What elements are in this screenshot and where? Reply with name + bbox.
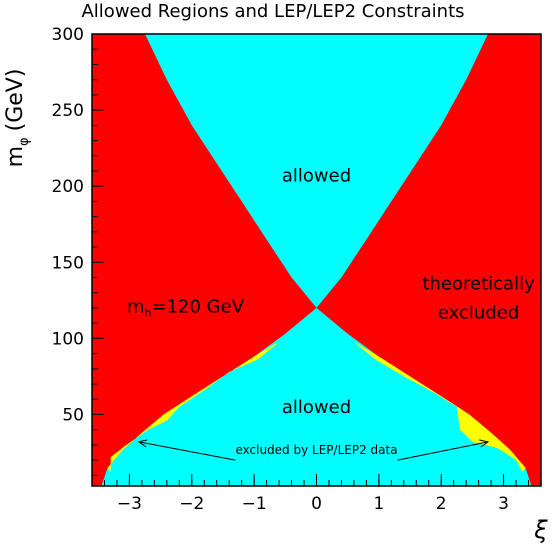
y-axis-label: mφ (GeV) [3, 69, 32, 168]
x-tick-label: 0 [311, 494, 322, 514]
y-tick-label: 50 [62, 405, 84, 425]
annotation-excluded: excluded [438, 303, 519, 324]
x-tick-label: 1 [373, 494, 384, 514]
annotation-mh-value: =120 GeV [152, 297, 245, 318]
plot-area [92, 34, 541, 486]
y-tick-label: 100 [52, 329, 84, 349]
y-tick-label: 250 [52, 101, 84, 121]
x-tick-label: −1 [242, 494, 267, 514]
annotation-mh: mh=120 GeV [127, 297, 245, 320]
x-tick-label: 3 [498, 494, 509, 514]
y-axis-ticks: 50 100 150 200 250 300 [52, 25, 104, 476]
annotation-mh-sub: h [145, 307, 152, 320]
allowed-lower-region [101, 307, 532, 486]
allowed-upper-region [145, 34, 488, 308]
lep-excluded-right-region [353, 341, 526, 473]
arrow-right [397, 441, 489, 461]
annotation-theoretically: theoretically [422, 274, 535, 295]
lep-excluded-left-region [107, 341, 280, 473]
annotation-mh-m: m [127, 297, 145, 318]
y-tick-label: 150 [52, 253, 84, 273]
y-tick-label: 300 [52, 25, 84, 45]
annotation-lep-excluded: excluded by LEP/LEP2 data [235, 443, 397, 457]
arrow-right-head [479, 439, 490, 448]
arrow-left-head [137, 439, 148, 448]
annotation-allowed-lower: allowed [282, 397, 351, 418]
annotations: allowed allowed mh=120 GeV theoretically… [127, 166, 535, 461]
chart-title: Allowed Regions and LEP/LEP2 Constraints [81, 1, 464, 22]
y-axis-label-sub: φ [17, 137, 32, 146]
x-axis-label: ξ [533, 516, 548, 544]
annotation-allowed-upper: allowed [282, 166, 351, 187]
x-tick-label: −2 [179, 494, 204, 514]
y-tick-label: 200 [52, 177, 84, 197]
y-axis-label-m: m [3, 146, 28, 167]
arrow-left [138, 441, 236, 461]
y-axis-label-unit: (GeV) [3, 69, 28, 132]
x-tick-label: 2 [436, 494, 447, 514]
x-tick-label: −3 [117, 494, 142, 514]
x-axis-ticks: −3 −2 −1 0 1 2 3 [91, 474, 542, 514]
